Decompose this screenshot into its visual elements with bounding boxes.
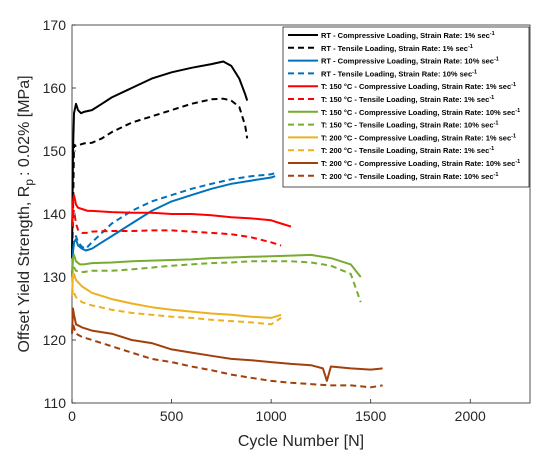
legend-entry-8: T: 150 °C - Tensile Loading, Strain Rate…: [321, 121, 498, 130]
series-line-2: [71, 97, 249, 259]
series-line-1: [71, 60, 249, 259]
legend-entry-3: RT - Compressive Loading, Strain Rate: 1…: [321, 57, 499, 66]
legend-entry-exponent: -1: [468, 44, 473, 50]
legend-entry-text: T: 200 °C - Tensile Loading, Strain Rate…: [321, 146, 489, 155]
legend-entry-7: T: 150 °C - Compressive Loading, Strain …: [321, 108, 520, 117]
series-line-4: [71, 172, 276, 278]
y-tick-label: 160: [43, 80, 67, 96]
legend-entry-6: T: 150 °C - Tensile Loading, Strain Rate…: [321, 95, 494, 104]
legend-entry-exponent: -1: [494, 172, 499, 178]
series-line-5: [71, 194, 292, 228]
x-axis-label: Cycle Number [N]: [238, 433, 364, 450]
series-line-12: [71, 323, 383, 389]
x-tick-label: 2000: [455, 408, 486, 424]
y-axis-label-tail: : 0.02% [MPa]: [16, 75, 33, 176]
legend-entry-9: T: 200 °C - Compressive Loading, Strain …: [321, 133, 516, 142]
y-tick-label: 110: [44, 395, 67, 411]
legend-entry-text: T: 200 °C - Tensile Loading, Strain Rate…: [321, 172, 494, 181]
legend-entry-exponent: -1: [515, 108, 520, 114]
legend-entry-text: RT - Tensile Loading, Strain Rate: 10% s…: [321, 69, 472, 78]
legend-entry-exponent: -1: [490, 31, 495, 37]
legend-entry-exponent: -1: [489, 95, 494, 101]
x-tick-label: 1000: [256, 408, 287, 424]
series-line-9: [71, 272, 282, 319]
legend-entry-text: T: 150 °C - Compressive Loading, Strain …: [321, 82, 511, 91]
legend-entry-exponent: -1: [472, 69, 477, 75]
legend-entry-exponent: -1: [511, 82, 516, 88]
legend-entry-text: RT - Tensile Loading, Strain Rate: 1% se…: [321, 44, 468, 53]
legend-entry-exponent: -1: [511, 133, 516, 139]
legend-entry-text: T: 200 °C - Compressive Loading, Strain …: [321, 133, 511, 142]
legend-entry-exponent: -1: [515, 159, 520, 165]
axis-ticks: 0 500 1000 1500 2000 110 120 130 140 150 160 170: [43, 17, 486, 424]
legend-entry-text: RT - Compressive Loading, Strain Rate: 1…: [321, 31, 490, 40]
y-tick-label: 150: [43, 143, 67, 159]
legend-entry-exponent: -1: [494, 121, 499, 127]
legend-entry-text: RT - Compressive Loading, Strain Rate: 1…: [321, 57, 494, 66]
legend-entry-exponent: -1: [494, 57, 499, 63]
x-tick-label: 1500: [355, 408, 386, 424]
legend-entry-text: T: 150 °C - Compressive Loading, Strain …: [321, 108, 515, 117]
legend-entry-4: RT - Tensile Loading, Strain Rate: 10% s…: [321, 69, 477, 78]
legend-entry-12: T: 200 °C - Tensile Loading, Strain Rate…: [321, 172, 498, 181]
x-tick-label: 0: [68, 408, 76, 424]
y-tick-label: 170: [43, 17, 67, 33]
series-line-6: [71, 209, 282, 247]
legend-entry-text: T: 150 °C - Tensile Loading, Strain Rate…: [321, 121, 494, 130]
x-tick-label: 500: [160, 408, 184, 424]
series-line-10: [71, 288, 282, 326]
y-axis-label: Offset Yield Strength, Rp : 0.02% [MPa]: [16, 75, 36, 352]
legend-entry-11: T: 200 °C - Compressive Loading, Strain …: [321, 159, 520, 168]
legend-entry-10: T: 200 °C - Tensile Loading, Strain Rate…: [321, 146, 494, 155]
y-tick-label: 130: [43, 269, 67, 285]
series-line-8: [71, 260, 362, 303]
y-tick-label: 140: [43, 206, 67, 222]
y-axis-label-sub: p: [22, 179, 36, 186]
legend-entry-text: T: 150 °C - Tensile Loading, Strain Rate…: [321, 95, 489, 104]
series-layer: [71, 60, 383, 389]
legend-entry-exponent: -1: [489, 146, 494, 152]
legend-entry-2: RT - Tensile Loading, Strain Rate: 1% se…: [321, 44, 473, 53]
series-line-11: [71, 307, 383, 382]
y-axis-label-main: Offset Yield Strength, R: [16, 186, 33, 353]
legend-entry-5: T: 150 °C - Compressive Loading, Strain …: [321, 82, 516, 91]
legend-entry-text: T: 200 °C - Compressive Loading, Strain …: [321, 159, 515, 168]
legend: RT - Compressive Loading, Strain Rate: 1…: [282, 26, 530, 188]
series-line-7: [71, 253, 362, 278]
y-tick-label: 120: [43, 332, 67, 348]
legend-entry-1: RT - Compressive Loading, Strain Rate: 1…: [321, 31, 495, 40]
legend-box: [282, 26, 530, 188]
